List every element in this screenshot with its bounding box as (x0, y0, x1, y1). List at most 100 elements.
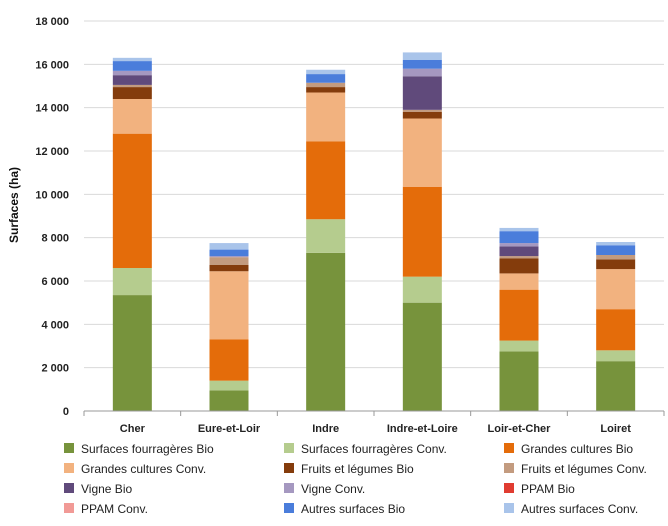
bar-segment (499, 273, 539, 290)
bar-segment (402, 112, 442, 119)
bar-segment (596, 309, 636, 351)
bar-segment (596, 255, 636, 260)
bar-segment (112, 268, 152, 296)
x-tick-label: Loiret (600, 423, 631, 435)
legend-label: Autres surfaces Conv. (521, 502, 638, 516)
legend-item: Grandes cultures Conv. (64, 462, 206, 476)
bar-segment (499, 246, 539, 257)
legend-label: Surfaces fourragères Conv. (301, 442, 447, 456)
bar-segment (112, 57, 152, 62)
legend-item: Autres surfaces Conv. (504, 502, 638, 516)
legend-item: Grandes cultures Bio (504, 442, 633, 456)
bar-segment (499, 256, 539, 259)
legend-item: Surfaces fourragères Conv. (284, 442, 447, 456)
x-tick-label: Cher (120, 423, 146, 435)
bar-segment (499, 258, 539, 274)
bar-segment (306, 82, 346, 88)
y-tick-label: 12 000 (35, 146, 69, 158)
axes: Surfaces (ha) 0 2 000 4 000 6 000 8 000 10 00… (7, 16, 665, 435)
bar-segment (112, 99, 152, 134)
bars (112, 52, 636, 411)
bar-segment (306, 87, 346, 93)
bar-segment (112, 133, 152, 268)
bar-segment (112, 295, 152, 411)
legend-item: Vigne Conv. (284, 482, 365, 496)
bar-segment (306, 92, 346, 142)
legend: Surfaces fourragères Bio Surfaces fourrag… (64, 442, 647, 516)
legend-swatch (284, 503, 294, 513)
bar-segment (209, 271, 249, 340)
bar-segment (499, 231, 539, 244)
bar-segment (306, 141, 346, 220)
y-axis-label: Surfaces (ha) (7, 167, 21, 243)
bar-segment (402, 68, 442, 77)
legend-swatch (504, 443, 514, 453)
y-tick-label: 2 000 (41, 363, 69, 375)
bar-segment (306, 74, 346, 83)
legend-swatch (504, 483, 514, 493)
bar-segment (209, 249, 249, 257)
bar-segment (596, 350, 636, 362)
bar-segment (402, 76, 442, 110)
legend-swatch (64, 463, 74, 473)
legend-swatch (284, 443, 294, 453)
y-tick-label: 8 000 (41, 233, 69, 245)
legend-swatch (64, 443, 74, 453)
bar-segment (402, 118, 442, 187)
bar-segment (209, 390, 249, 411)
legend-label: Surfaces fourragères Bio (81, 442, 214, 456)
legend-label: Grandes cultures Bio (521, 442, 633, 456)
legend-swatch (504, 463, 514, 473)
bar-segment (209, 256, 249, 258)
legend-item: Autres surfaces Bio (284, 502, 405, 516)
legend-swatch (64, 483, 74, 493)
bar-segment (402, 302, 442, 411)
y-tick-label: 4 000 (41, 319, 69, 331)
legend-item: Vigne Bio (64, 482, 132, 496)
legend-label: Grandes cultures Conv. (81, 462, 206, 476)
legend-label: Vigne Bio (81, 482, 132, 496)
bar-segment (209, 380, 249, 391)
bar-segment (306, 252, 346, 411)
bar-segment (209, 257, 249, 265)
bar-segment (112, 87, 152, 99)
bar-segment (209, 243, 249, 250)
legend-label: Vigne Conv. (301, 482, 365, 496)
bar-segment (112, 75, 152, 85)
bar-segment (306, 69, 346, 75)
legend-swatch (284, 463, 294, 473)
bar-segment (499, 227, 539, 232)
legend-swatch (504, 503, 514, 513)
x-tick-label: Indre (312, 423, 339, 435)
y-tick-label: 6 000 (41, 276, 69, 288)
bar-segment (596, 242, 636, 246)
bar-segment (402, 109, 442, 112)
legend-label: Autres surfaces Bio (301, 502, 405, 516)
y-tick-label: 18 000 (35, 16, 69, 28)
legend-item: PPAM Conv. (64, 502, 148, 516)
bar-segment (499, 243, 539, 247)
legend-label: Fruits et légumes Conv. (521, 462, 647, 476)
legend-label: PPAM Conv. (81, 502, 148, 516)
y-tick-label: 14 000 (35, 103, 69, 115)
bar-segment (596, 269, 636, 310)
legend-swatch (284, 483, 294, 493)
bar-segment (596, 245, 636, 255)
legend-item: Surfaces fourragères Bio (64, 442, 214, 456)
bar-segment (402, 276, 442, 303)
bar-segment (402, 186, 442, 277)
bar-segment (306, 219, 346, 253)
x-tick-label: Loir-et-Cher (488, 423, 552, 435)
bar-segment (596, 361, 636, 411)
y-tick-label: 10 000 (35, 189, 69, 201)
legend-item: Fruits et légumes Bio (284, 462, 414, 476)
bar-segment (209, 339, 249, 381)
grid-lines (84, 20, 664, 369)
legend-item: Fruits et légumes Conv. (504, 462, 647, 476)
bar-segment (112, 70, 152, 76)
legend-label: Fruits et légumes Bio (301, 462, 414, 476)
y-tick-label: 0 (63, 406, 69, 418)
bar-segment (112, 84, 152, 88)
bar-segment (499, 340, 539, 352)
